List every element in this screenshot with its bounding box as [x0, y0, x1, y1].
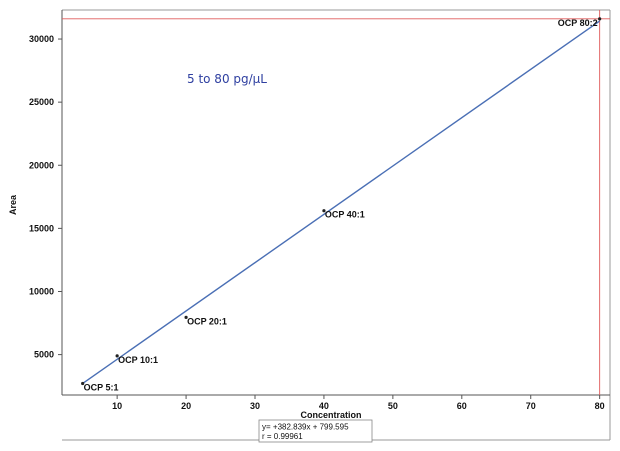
- y-axis-ticks: 5000 10000 15000 20000 25000 30000: [29, 34, 62, 360]
- x-tick-label: 10: [112, 401, 122, 411]
- point-label: OCP 20:1: [187, 316, 227, 326]
- data-point: [598, 17, 602, 21]
- fit-line-group: [82, 20, 601, 385]
- point-label: OCP 80:2: [558, 18, 598, 28]
- y-tick-label: 10000: [29, 286, 54, 296]
- data-points: [81, 17, 602, 386]
- x-axis-title: Concentration: [300, 410, 361, 420]
- x-tick-label: 20: [181, 401, 191, 411]
- y-tick-label: 15000: [29, 223, 54, 233]
- y-tick-label: 25000: [29, 97, 54, 107]
- x-tick-label: 70: [526, 401, 536, 411]
- y-tick-label: 30000: [29, 34, 54, 44]
- x-tick-label: 60: [457, 401, 467, 411]
- point-labels: OCP 5:1 OCP 10:1 OCP 20:1 OCP 40:1 OCP 80:2: [84, 18, 598, 393]
- data-point: [81, 381, 85, 386]
- fit-equation: y= +382.839x + 799.595: [262, 423, 349, 432]
- x-tick-label: 80: [595, 401, 605, 411]
- x-axis-ticks: 10 20 30 40 50 60 70 80: [112, 395, 605, 411]
- x-tick-label: 50: [388, 401, 398, 411]
- x-tick-label: 40: [319, 401, 329, 411]
- fit-r-value: r = 0.99961: [262, 432, 303, 441]
- data-point: [184, 315, 188, 319]
- fit-line: [82, 20, 601, 385]
- plot-frame: [61, 9, 611, 441]
- range-annotation: 5 to 80 pg/µL: [187, 72, 267, 86]
- fit-equation-border: [258, 419, 373, 443]
- fit-equation-box: y= +382.839x + 799.595 r = 0.99961: [258, 419, 373, 443]
- data-point: [115, 354, 119, 358]
- y-axis-title: Area: [8, 194, 18, 215]
- y-tick-label: 20000: [29, 160, 54, 170]
- reference-lines: [62, 10, 610, 395]
- point-label: OCP 10:1: [118, 355, 158, 365]
- point-label: OCP 40:1: [325, 210, 365, 220]
- x-tick-label: 30: [250, 401, 260, 411]
- data-point: [322, 209, 326, 213]
- point-label: OCP 5:1: [84, 383, 119, 393]
- y-tick-label: 5000: [34, 350, 54, 360]
